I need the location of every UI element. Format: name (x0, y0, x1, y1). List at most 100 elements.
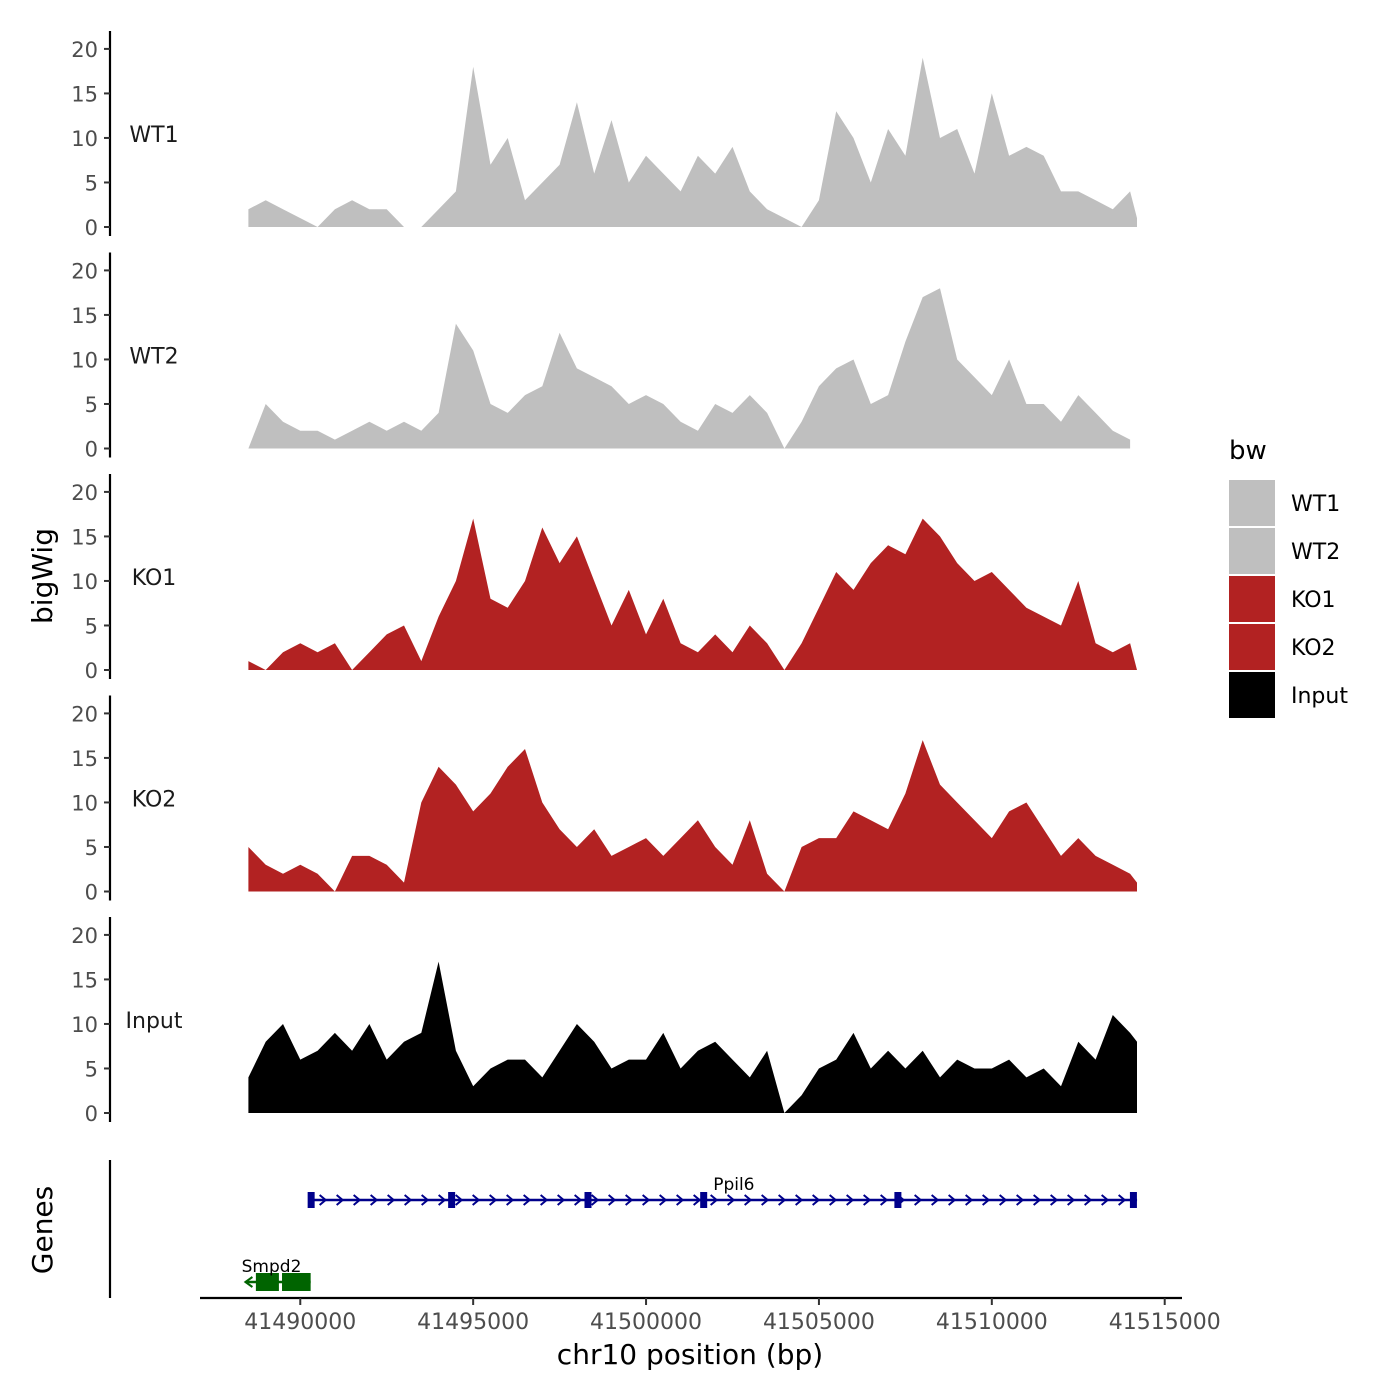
strand-arrow (472, 1194, 481, 1206)
gene-exon (700, 1192, 708, 1208)
strand-arrow (523, 1194, 532, 1206)
gene-exon (255, 1273, 279, 1291)
gene-exon (1129, 1192, 1137, 1208)
x-axis: 41490000 41495000 41500000 41505000 41510000… (200, 1296, 1221, 1335)
strand-arrow (863, 1194, 872, 1206)
x-tick-label: 41490000 (244, 1310, 356, 1335)
legend-key-ko2 (1229, 624, 1275, 670)
strand-arrow (761, 1194, 770, 1206)
signal-area-ko2 (248, 740, 1137, 892)
strand-arrow (999, 1194, 1008, 1206)
strand-arrow (540, 1194, 549, 1206)
track-ko2: 0 5 10 15 20 KO2 (71, 695, 1137, 905)
strand-arrow (387, 1194, 396, 1206)
track-wt2: 0 5 10 15 20 WT2 (71, 252, 1131, 462)
x-tick-label: 41510000 (936, 1310, 1048, 1335)
track-label-ko2: KO2 (132, 788, 177, 813)
strand-arrow (1033, 1194, 1042, 1206)
strand-arrow (625, 1194, 634, 1206)
y-tick-label: 0 (85, 1102, 98, 1126)
gene-exon (894, 1192, 902, 1208)
legend-label-wt1: WT1 (1291, 492, 1340, 517)
y-tick-label: 10 (71, 791, 98, 815)
gene-label: Ppil6 (713, 1175, 754, 1195)
strand-arrow (676, 1194, 685, 1206)
y-tick-label: 5 (85, 836, 98, 860)
track-label-wt2: WT2 (129, 345, 178, 370)
gene-exon (307, 1192, 315, 1208)
y-tick-label: 10 (71, 570, 98, 594)
strand-arrow (812, 1194, 821, 1206)
strand-arrow (982, 1194, 991, 1206)
strand-arrow (1084, 1194, 1093, 1206)
y-tick-label: 20 (71, 702, 98, 726)
track-label-input: Input (126, 1009, 183, 1034)
strand-arrow (795, 1194, 804, 1206)
y-tick-label: 0 (85, 438, 98, 462)
strand-arrow (557, 1194, 566, 1206)
strand-arrow (642, 1194, 651, 1206)
legend-key-input (1229, 672, 1275, 718)
strand-arrow (404, 1194, 413, 1206)
track-wt1: 0 5 10 15 20 WT1 (71, 31, 1137, 240)
signal-area-ko1 (248, 518, 1137, 670)
y-tick-label: 10 (71, 127, 98, 151)
legend-key-wt1 (1229, 480, 1275, 526)
strand-arrow (489, 1194, 498, 1206)
strand-arrow (353, 1194, 362, 1206)
strand-arrow (693, 1194, 702, 1206)
strand-arrow (438, 1194, 447, 1206)
y-tick-label: 15 (71, 747, 98, 771)
strand-arrow (336, 1194, 345, 1206)
gene-exon (584, 1192, 592, 1208)
y-tick-label: 10 (71, 348, 98, 372)
strand-arrow (948, 1194, 957, 1206)
strand-arrow (1016, 1194, 1025, 1206)
y-tick-label: 0 (85, 881, 98, 905)
strand-arrow (455, 1194, 464, 1206)
strand-arrow (727, 1194, 736, 1206)
strand-arrow (1050, 1194, 1059, 1206)
strand-arrow (506, 1194, 515, 1206)
track-input: 0 5 10 15 20 Input (71, 917, 1137, 1126)
y-tick-label: 5 (85, 171, 98, 195)
legend-label-ko2: KO2 (1291, 636, 1336, 661)
y-tick-label: 20 (71, 259, 98, 283)
gene-ppil6: Ppil6 (307, 1175, 1138, 1208)
strand-arrow (778, 1194, 787, 1206)
track-label-ko1: KO1 (132, 566, 177, 591)
strand-arrow (608, 1194, 617, 1206)
strand-arrow (243, 1276, 253, 1288)
legend-label-ko1: KO1 (1291, 588, 1336, 613)
signal-area-wt2 (248, 288, 1131, 449)
y-tick-label: 15 (71, 525, 98, 549)
y-tick-label: 15 (71, 82, 98, 106)
gene-exon (282, 1273, 311, 1291)
y-tick-label: 5 (85, 1057, 98, 1081)
gene-smpd2: Smpd2 (242, 1257, 311, 1291)
strand-arrow (846, 1194, 855, 1206)
y-tick-label: 10 (71, 1013, 98, 1037)
y-tick-label: 20 (71, 38, 98, 62)
strand-arrow (659, 1194, 668, 1206)
strand-arrow (421, 1194, 430, 1206)
strand-arrow (710, 1194, 719, 1206)
signal-area-input (248, 961, 1137, 1113)
legend-label-input: Input (1291, 684, 1348, 709)
legend-title: bw (1229, 436, 1267, 466)
track-ko1: 0 5 10 15 20 KO1 (71, 474, 1137, 683)
strand-arrow (880, 1194, 889, 1206)
strand-arrow (914, 1194, 923, 1206)
x-axis-title: chr10 position (bp) (557, 1338, 823, 1371)
strand-arrow (319, 1194, 328, 1206)
legend-key-wt2 (1229, 528, 1275, 574)
signal-tracks: 0 5 10 15 20 WT1 0 5 10 15 20 WT2 0 5 10 15 20 KO1 0 5 10 15 2… (71, 31, 1137, 1126)
strand-arrow (591, 1194, 600, 1206)
x-tick-label: 41505000 (763, 1310, 875, 1335)
genes-track-title: Genes (26, 1186, 59, 1274)
strand-arrow (1118, 1194, 1127, 1206)
y-tick-label: 15 (71, 968, 98, 992)
strand-arrow (370, 1194, 379, 1206)
x-tick-label: 41495000 (417, 1310, 529, 1335)
gene-track: Smpd2 Ppil6 (108, 1160, 1138, 1298)
